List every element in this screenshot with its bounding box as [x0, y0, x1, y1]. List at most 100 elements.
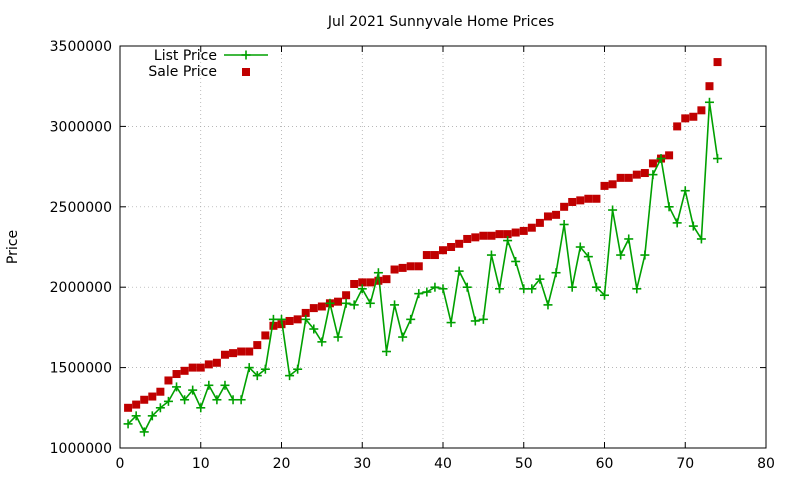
sale-price-point: [463, 234, 472, 243]
list-price-point: [575, 242, 585, 252]
list-price-point: [688, 221, 698, 231]
sale-price-point: [164, 376, 173, 385]
series-layer: [123, 58, 723, 437]
sale-price-point: [552, 210, 561, 219]
list-price-point: [252, 371, 262, 381]
list-price-point: [123, 419, 133, 429]
sale-price-point: [212, 358, 221, 367]
sale-price-point: [156, 387, 165, 396]
list-price-point: [244, 363, 254, 373]
list-price-point: [511, 256, 521, 266]
legend-label-sale-price: Sale Price: [148, 64, 217, 80]
sale-price-point: [535, 218, 544, 227]
x-tick-label: 10: [192, 456, 210, 472]
legend-marker-list-price: [241, 50, 251, 60]
list-price-point: [212, 395, 222, 405]
sale-price-point: [681, 114, 690, 123]
list-price-point: [131, 411, 141, 421]
sale-price-point: [382, 275, 391, 284]
list-price-point: [139, 427, 149, 437]
sale-price-point: [188, 363, 197, 372]
sale-price-point: [237, 347, 246, 356]
list-price-point: [365, 298, 375, 308]
sale-price-point: [390, 265, 399, 274]
list-price-point: [406, 314, 416, 324]
sale-price-point: [124, 403, 133, 412]
sale-price-point: [180, 366, 189, 375]
list-price-point: [559, 219, 569, 229]
list-price-point: [260, 364, 270, 374]
sale-price-point: [293, 315, 302, 324]
sale-price-point: [632, 170, 641, 179]
sale-price-point: [398, 263, 407, 272]
x-tick-label: 20: [273, 456, 291, 472]
sale-price-point: [172, 370, 181, 379]
sale-price-point: [568, 197, 577, 206]
list-price-point: [600, 290, 609, 300]
y-tick-label: 1500000: [50, 361, 112, 377]
list-price-point: [503, 236, 513, 246]
list-price-point: [333, 332, 343, 342]
list-price-point: [293, 364, 303, 374]
list-price-point: [422, 287, 432, 297]
list-price-point: [325, 298, 335, 308]
sale-price-point: [406, 262, 415, 271]
sale-price-point: [576, 196, 585, 205]
list-price-point: [535, 274, 545, 284]
sale-price-point: [374, 276, 383, 285]
list-price-point: [454, 266, 464, 276]
list-price-point: [696, 234, 706, 244]
list-price-point: [583, 252, 593, 262]
sale-price-point: [519, 226, 528, 235]
list-price-point: [672, 218, 682, 228]
sale-price-point: [495, 230, 504, 239]
list-price-point: [551, 268, 561, 278]
sale-price-point: [140, 395, 149, 404]
list-price-point: [268, 314, 278, 324]
legend-marker-sale-price: [242, 68, 250, 76]
list-price-point: [285, 371, 295, 381]
legend-label-list-price: List Price: [154, 48, 217, 64]
list-price-point: [632, 284, 642, 294]
sale-price-point: [624, 173, 633, 182]
sale-price-point: [471, 233, 480, 242]
list-price-point: [309, 324, 319, 334]
list-price-point: [236, 395, 246, 405]
sale-price-point: [439, 246, 447, 255]
list-price-point: [341, 298, 351, 308]
sale-price-point: [689, 112, 698, 121]
y-tick-label: 3500000: [50, 39, 112, 55]
list-price-point: [567, 282, 577, 292]
list-price-point: [349, 300, 359, 310]
list-price-point: [373, 268, 383, 278]
sale-price-point: [648, 159, 657, 168]
sale-price-point: [358, 278, 367, 287]
sale-price-point: [261, 331, 270, 340]
y-axis-label: Price: [5, 230, 21, 264]
list-price-point: [462, 282, 472, 292]
list-price-point: [188, 385, 198, 395]
list-price-point: [519, 284, 529, 294]
list-price-point: [446, 318, 456, 328]
list-price-point: [608, 205, 618, 215]
sale-price-point: [560, 202, 569, 211]
list-price-point: [470, 316, 480, 326]
axis-layer: 0 10 20 30 40 50 60 70 80 1000000 1500000 2000000 25…: [50, 39, 775, 472]
sale-price-point: [447, 243, 456, 251]
sale-price-point: [317, 302, 326, 311]
list-price-point: [430, 282, 440, 292]
sale-price-point: [600, 181, 609, 190]
list-price-point: [228, 395, 238, 405]
sale-price-point: [697, 106, 706, 115]
list-price-point: [381, 347, 391, 357]
y-tick-label: 1000000: [50, 441, 112, 457]
sale-price-point: [196, 363, 205, 372]
list-price-point: [196, 403, 206, 413]
sale-price-point: [640, 169, 649, 178]
sale-price-point: [309, 304, 318, 313]
sale-price-point: [148, 392, 157, 401]
y-tick-label: 2500000: [50, 200, 112, 216]
